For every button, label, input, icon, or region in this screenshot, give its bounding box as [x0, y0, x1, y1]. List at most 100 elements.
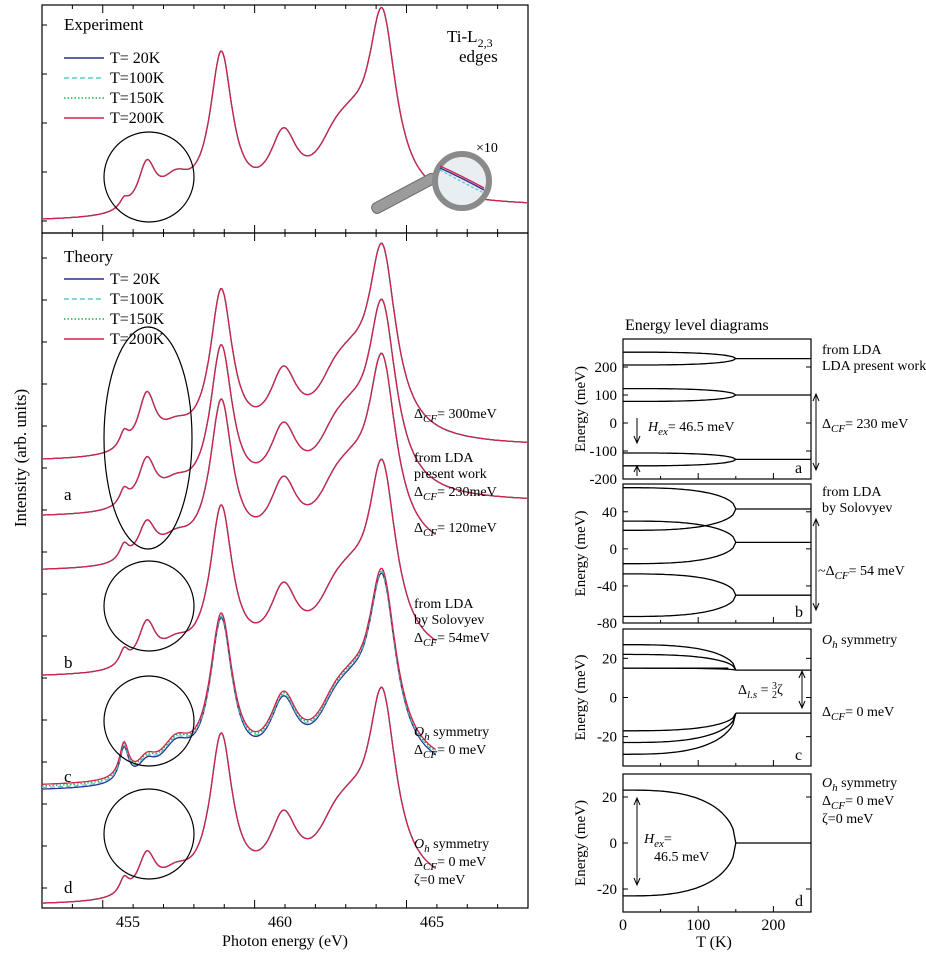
- level-curve: [623, 520, 737, 543]
- energy-tick-label: 200: [595, 360, 618, 376]
- energy-tick-label: -20: [597, 882, 617, 898]
- t-tick-label: 200: [761, 917, 785, 934]
- theory-curve-td-3: [42, 686, 437, 904]
- energy-y-label: Energy (meV): [573, 655, 589, 741]
- panel-c-label-1: Oh symmetry: [822, 633, 897, 651]
- theory-curve-ta-3: [42, 298, 527, 516]
- x-tick-label-455: 455: [116, 914, 140, 931]
- level-curve: [623, 653, 737, 671]
- energy-tick-label: -200: [590, 472, 618, 488]
- energy-panel-frame: [622, 483, 812, 624]
- x-tick-label-460: 460: [268, 914, 292, 931]
- panel-b-label-1: from LDA: [822, 485, 882, 500]
- panel-d-annotation-2: 46.5 meV: [654, 850, 709, 865]
- energy-panel-letter: c: [795, 747, 802, 764]
- energy-panel-d: 20 0 -20 d Energy (meV): [573, 773, 812, 913]
- theory-curve-td-1: [42, 686, 437, 904]
- energy-tick-label: -20: [597, 730, 617, 746]
- legend-label: T= 20K: [110, 271, 161, 288]
- panel-d-annotation-1: Hex=: [643, 832, 672, 850]
- theory-curve-t120-3: [42, 352, 437, 570]
- energy-panel-letter: a: [795, 460, 802, 477]
- legend-label: T=150K: [110, 90, 165, 107]
- level-curve: [623, 573, 737, 596]
- panel-d-label-2: ΔCF= 0 meV: [822, 794, 894, 812]
- energy-y-label: Energy (meV): [573, 800, 589, 886]
- energy-tick-label: -80: [597, 616, 617, 632]
- energy-tick-label: 0: [610, 416, 618, 432]
- label-d-zeta: ζ=0 meV: [414, 873, 465, 888]
- theory-circle-d: [103, 788, 195, 880]
- label-a-line2: present work: [414, 467, 487, 482]
- curve-letter-d: d: [64, 878, 73, 897]
- energy-panel-a: 200 100 0 -100 -200 a Energy (meV): [573, 338, 812, 488]
- hex-arrow-d-head-bottom: [633, 877, 641, 887]
- level-curve: [623, 351, 737, 360]
- label-dcf-300: ΔCF= 300meV: [414, 407, 497, 425]
- label-d-dcf: ΔCF= 0 meV: [414, 855, 486, 873]
- energy-tick-label: 0: [610, 691, 618, 707]
- experiment-title: Experiment: [64, 15, 144, 34]
- panel-a-label-2: LDA present work: [822, 359, 926, 374]
- energy-tick-label: -40: [597, 579, 617, 595]
- legend-label: T=150K: [110, 311, 165, 328]
- energy-diagram-title: Energy level diagrams: [625, 317, 769, 334]
- curve-letter-b: b: [64, 653, 73, 672]
- t-axis-label: T (K): [696, 934, 732, 951]
- theory-circle-b: [103, 560, 195, 652]
- label-b-line2: by Solovyev: [414, 613, 484, 628]
- energy-tick-label: 40: [602, 505, 617, 521]
- gap-arrow-a-head-top: [812, 392, 820, 402]
- energy-tick-label: 20: [602, 790, 617, 806]
- label-dcf-120: ΔCF= 120meV: [414, 521, 497, 539]
- x-axis-label: Photon energy (eV): [222, 933, 348, 950]
- legend-label: T=100K: [110, 291, 165, 308]
- label-d-line1: Oh symmetry: [414, 837, 489, 855]
- level-curve: [623, 713, 737, 755]
- label-c-line1: Oh symmetry: [414, 725, 489, 743]
- theory-curve-tc-0: [42, 572, 437, 790]
- x-tick-label-465: 465: [420, 914, 444, 931]
- legend-label: T=100K: [110, 70, 165, 87]
- legend-label: T=200K: [110, 110, 165, 127]
- panel-a-gap-label: ΔCF= 230 meV: [822, 417, 908, 435]
- level-curve: [623, 452, 737, 460]
- level-curve: [623, 358, 737, 366]
- theory-curve-t300-3: [42, 242, 527, 460]
- curve-letter-a: a: [64, 485, 72, 504]
- panel-c-annotation: Δl.s = 3 2ζ: [738, 681, 783, 701]
- level-curve: [623, 487, 737, 510]
- energy-panel-b: 40 0 -40 -80 b Energy (meV): [573, 483, 812, 632]
- level-curve: [623, 542, 737, 565]
- legend-label: T= 20K: [110, 50, 161, 67]
- theory-ellipse-a: [103, 326, 193, 550]
- y-axis-label: Intensity (arb. units): [11, 389, 30, 527]
- label-a-line1: from LDA: [414, 451, 474, 466]
- edge-label-line2: edges: [459, 47, 498, 66]
- theory-curve-td-2: [42, 686, 437, 904]
- theory-curve-tc-2: [42, 569, 437, 787]
- hex-arrow-a-head-2: [633, 464, 641, 473]
- panel-a-annotation: Hex= 46.5 meV: [647, 420, 735, 438]
- legend-label: T=200K: [110, 331, 165, 348]
- energy-tick-label: 0: [610, 542, 618, 558]
- label-dcf-54: ΔCF= 54meV: [414, 631, 490, 649]
- gap-arrow-a-head-bottom: [812, 462, 820, 472]
- energy-tick-label: 0: [610, 836, 618, 852]
- level-curve: [623, 458, 737, 467]
- energy-y-label: Energy (meV): [573, 366, 589, 452]
- energy-y-label: Energy (meV): [573, 511, 589, 597]
- theory-circle-c: [103, 675, 195, 767]
- theory-curve-tc-1: [42, 570, 437, 789]
- curve-letter-c: c: [64, 767, 72, 786]
- energy-panel-c: 20 0 -20 c Energy (meV): [573, 628, 812, 767]
- level-curve: [623, 842, 737, 897]
- magnifier-icon: [371, 151, 492, 214]
- panel-d-label-3: ζ=0 meV: [822, 812, 873, 827]
- theory-curve-t120-1: [42, 352, 437, 570]
- energy-panel-letter: b: [795, 604, 803, 621]
- theory-curve-tc-3: [42, 567, 437, 785]
- panel-d-label-1: Oh symmetry: [822, 776, 897, 794]
- energy-tick-label: -100: [590, 444, 618, 460]
- magnifier-label: ×10: [476, 141, 498, 156]
